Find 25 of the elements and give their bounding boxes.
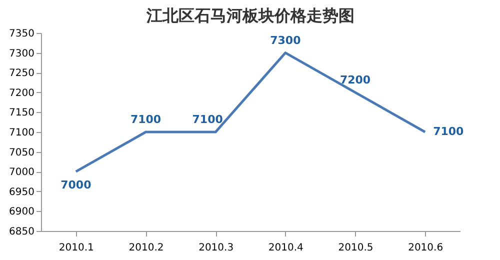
data-label: 7000 <box>60 178 92 192</box>
data-label: 7100 <box>433 125 464 138</box>
x-tick-label: 2010.2 <box>128 242 164 254</box>
y-tick-label: 6900 <box>9 206 34 218</box>
x-tick-label: 2010.1 <box>58 242 94 254</box>
x-tick-label: 2010.4 <box>268 242 304 254</box>
y-tick-label: 7000 <box>9 167 34 178</box>
chart-title: 江北区石马河板块价格走势图 <box>146 7 354 25</box>
y-tick-label: 7150 <box>9 108 34 119</box>
y-tick-label: 7050 <box>9 147 34 158</box>
line-series <box>74 52 426 173</box>
x-tick-label: 2010.6 <box>408 242 444 254</box>
y-tick-label: 6950 <box>9 186 34 198</box>
data-label: 7100 <box>192 113 224 126</box>
data-label: 7200 <box>340 73 371 86</box>
x-tick-label: 2010.5 <box>338 242 374 254</box>
data-label: 7300 <box>270 34 302 47</box>
y-tick-label: 7100 <box>9 128 34 138</box>
y-tick-label: 6850 <box>9 226 34 238</box>
y-tick-label: 7350 <box>9 28 34 40</box>
y-tick-label: 7250 <box>9 68 34 80</box>
x-tick-label: 2010.3 <box>198 242 234 254</box>
y-tick-label: 7300 <box>9 48 34 60</box>
data-label: 7100 <box>130 113 162 126</box>
y-tick-label: 7200 <box>9 88 34 99</box>
